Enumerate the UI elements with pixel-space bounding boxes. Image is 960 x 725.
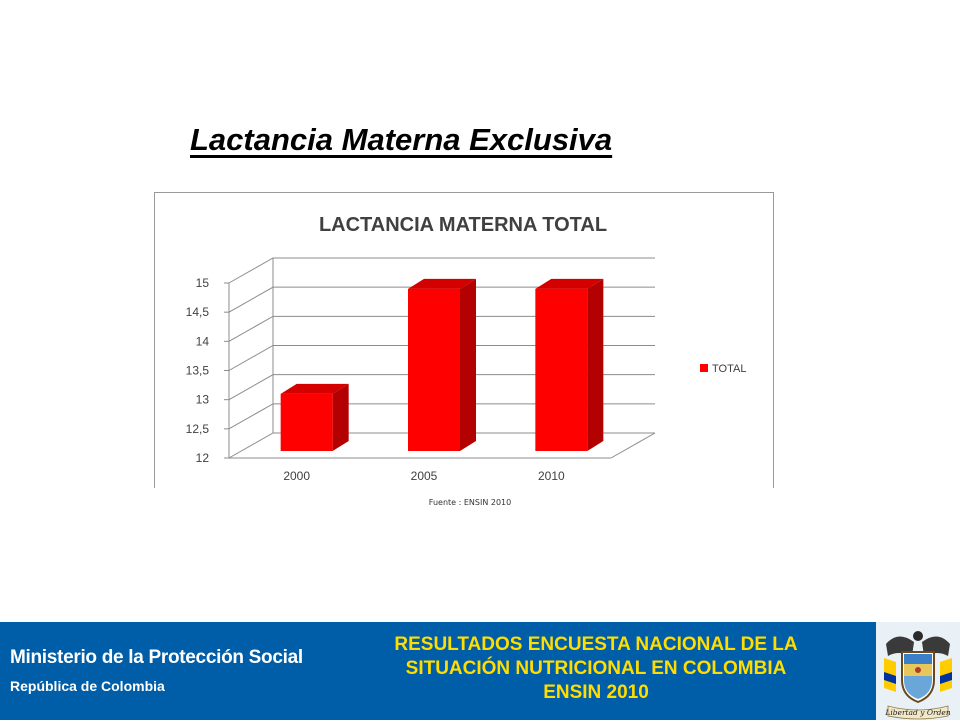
bar-side: [332, 383, 349, 451]
y-tick-label: 12: [196, 451, 210, 465]
x-tick-label: 2000: [283, 469, 310, 483]
bar-top: [408, 278, 476, 289]
legend-label: TOTAL: [712, 363, 746, 375]
bar-front: [408, 288, 460, 451]
bar-front: [535, 288, 588, 451]
chart-axes: 12 12,5 13 13,5 14 14,5 15 2000 2005 2010: [186, 258, 656, 483]
survey-title: RESULTADOS ENCUESTA NACIONAL DE LA SITUA…: [332, 633, 860, 705]
y-tick-label: 15: [196, 276, 210, 290]
y-tick-label: 13: [196, 393, 210, 407]
bar-front: [280, 393, 333, 451]
y-tick-label: 14,5: [186, 305, 210, 319]
coat-of-arms-logo: Libertad y Orden: [876, 622, 960, 720]
chart-title: LACTANCIA MATERNA TOTAL: [319, 214, 607, 236]
bar-2005: [408, 278, 476, 451]
survey-title-line-3: ENSIN 2010: [543, 682, 649, 703]
ministry-name: Ministerio de la Protección Social: [10, 647, 303, 668]
chart-container: LACTANCIA MATERNA TOTAL 12 12,5 13 13,5 14 14…: [154, 192, 774, 488]
coat-of-arms-icon: Libertad y Orden: [884, 631, 952, 720]
y-tick-label: 13,5: [186, 364, 210, 378]
bar-top: [535, 278, 604, 289]
bar-side: [587, 278, 604, 451]
footer-banner: Ministerio de la Protección Social Repúb…: [0, 622, 960, 720]
x-tick-label: 2010: [538, 469, 565, 483]
chart-legend: TOTAL: [700, 363, 746, 375]
bar-side: [460, 278, 476, 451]
floor-edge: [610, 432, 656, 459]
source-note: Fuente : ENSIN 2010: [428, 498, 512, 507]
survey-title-line-2: SITUACIÓN NUTRICIONAL EN COLOMBIA: [405, 658, 787, 679]
republic-name: República de Colombia: [10, 678, 165, 694]
y-tick-label: 14: [196, 334, 210, 348]
slide-title: Lactancia Materna Exclusiva: [190, 122, 613, 157]
legend-swatch: [700, 364, 708, 372]
chart-bars: [280, 278, 604, 451]
bar-top: [280, 383, 349, 394]
bar-2010: [535, 278, 604, 451]
y-tick-label: 12,5: [186, 422, 210, 436]
x-tick-label: 2005: [411, 469, 438, 483]
bar-chart: LACTANCIA MATERNA TOTAL 12 12,5 13 13,5 14 14…: [186, 214, 747, 483]
survey-title-line-1: RESULTADOS ENCUESTA NACIONAL DE LA: [394, 634, 798, 655]
bar-2000: [280, 383, 349, 451]
emblem-motto: Libertad y Orden: [884, 708, 950, 717]
